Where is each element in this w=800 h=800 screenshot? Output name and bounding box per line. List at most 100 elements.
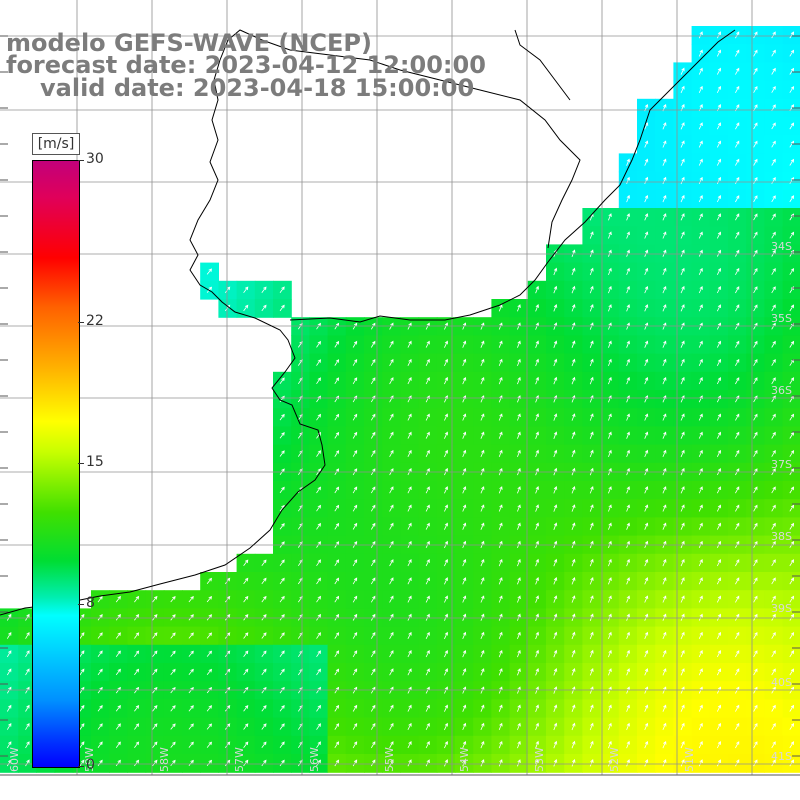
wind-cell xyxy=(691,590,711,609)
wind-arrow xyxy=(626,176,630,185)
wind-cell xyxy=(236,644,256,664)
wind-arrow xyxy=(735,158,740,166)
wind-arrow xyxy=(626,285,630,294)
wind-arrow xyxy=(316,650,321,658)
wind-cell xyxy=(400,353,420,373)
wind-arrow xyxy=(753,449,758,457)
wind-cell xyxy=(691,553,711,573)
longitude-label: 53W xyxy=(533,747,546,772)
wind-cell xyxy=(200,699,219,719)
valid-date: valid date: 2023-04-18 15:00:00 xyxy=(40,74,475,102)
wind-cell xyxy=(764,553,784,573)
wind-cell xyxy=(0,717,19,737)
wind-arrow xyxy=(425,413,430,421)
wind-arrow xyxy=(188,632,194,639)
wind-cell xyxy=(218,644,238,664)
wind-arrow xyxy=(535,285,539,294)
wind-arrow xyxy=(352,377,358,385)
wind-arrow xyxy=(735,486,740,494)
wind-cell xyxy=(709,353,729,373)
wind-arrow xyxy=(407,486,412,494)
wind-arrow xyxy=(589,376,594,385)
wind-arrow xyxy=(771,67,776,75)
colorbar-tick-mark xyxy=(78,160,84,161)
wind-cell xyxy=(382,371,401,391)
wind-arrow xyxy=(662,722,667,731)
wind-cell xyxy=(345,699,365,719)
wind-cell xyxy=(400,681,420,700)
wind-arrow xyxy=(680,504,685,512)
wind-arrow xyxy=(480,722,485,731)
wind-arrow xyxy=(480,759,485,767)
wind-arrow xyxy=(753,158,758,166)
wind-arrow xyxy=(279,432,285,439)
wind-arrow xyxy=(462,613,467,621)
wind-arrow xyxy=(334,413,340,421)
wind-cell xyxy=(291,735,310,755)
wind-cell xyxy=(345,717,365,737)
wind-arrow xyxy=(498,558,503,567)
wind-arrow xyxy=(698,704,703,712)
wind-arrow xyxy=(188,668,194,676)
wind-arrow xyxy=(498,413,503,421)
wind-arrow xyxy=(316,486,321,494)
wind-arrow xyxy=(97,632,103,639)
wind-arrow xyxy=(626,522,630,530)
wind-arrow xyxy=(716,595,721,603)
wind-arrow xyxy=(662,668,667,676)
wind-cell xyxy=(163,644,183,664)
wind-arrow xyxy=(771,431,776,439)
wind-arrow xyxy=(735,140,740,148)
wind-cell xyxy=(691,335,711,355)
wind-arrow xyxy=(771,595,776,603)
wind-arrow xyxy=(480,431,485,439)
wind-arrow xyxy=(571,249,576,257)
wind-arrow xyxy=(608,649,612,658)
wind-cell xyxy=(291,317,310,336)
wind-cell xyxy=(182,644,201,664)
wind-cell xyxy=(327,626,347,646)
wind-arrow xyxy=(370,668,376,676)
wind-cell xyxy=(691,153,711,173)
wind-cell xyxy=(764,626,784,646)
wind-arrow xyxy=(789,340,795,348)
wind-arrow xyxy=(589,486,594,494)
wind-arrow xyxy=(279,377,285,384)
wind-arrow xyxy=(480,595,485,603)
wind-arrow xyxy=(462,577,467,585)
wind-cell xyxy=(400,553,420,573)
wind-arrow xyxy=(771,377,776,385)
wind-arrow xyxy=(716,613,721,621)
wind-cell xyxy=(418,317,438,336)
wind-arrow xyxy=(462,504,467,512)
wind-arrow xyxy=(498,358,503,367)
wind-arrow xyxy=(771,741,776,749)
wind-arrow xyxy=(115,650,121,657)
wind-arrow xyxy=(134,614,140,621)
wind-cell xyxy=(709,681,729,700)
wind-arrow xyxy=(535,704,539,712)
wind-cell xyxy=(400,444,420,464)
wind-cell xyxy=(691,517,711,537)
wind-arrow xyxy=(662,140,667,148)
wind-cell xyxy=(746,572,765,591)
wind-cell xyxy=(728,262,747,282)
wind-arrow xyxy=(789,195,795,203)
wind-arrow xyxy=(735,49,740,57)
wind-cell xyxy=(0,735,19,755)
wind-cell xyxy=(364,572,383,591)
wind-cell xyxy=(728,317,747,336)
wind-cell xyxy=(764,98,784,118)
wind-arrow xyxy=(444,504,448,512)
wind-arrow xyxy=(498,740,503,749)
wind-cell xyxy=(309,517,329,537)
wind-arrow xyxy=(553,522,558,530)
wind-arrow xyxy=(535,486,539,494)
wind-cell xyxy=(746,98,765,118)
wind-cell xyxy=(109,735,128,755)
wind-cell xyxy=(709,171,729,191)
wind-cell xyxy=(691,26,711,45)
wind-arrow xyxy=(753,486,758,494)
wind-cell xyxy=(254,280,274,300)
wind-arrow xyxy=(571,504,576,512)
